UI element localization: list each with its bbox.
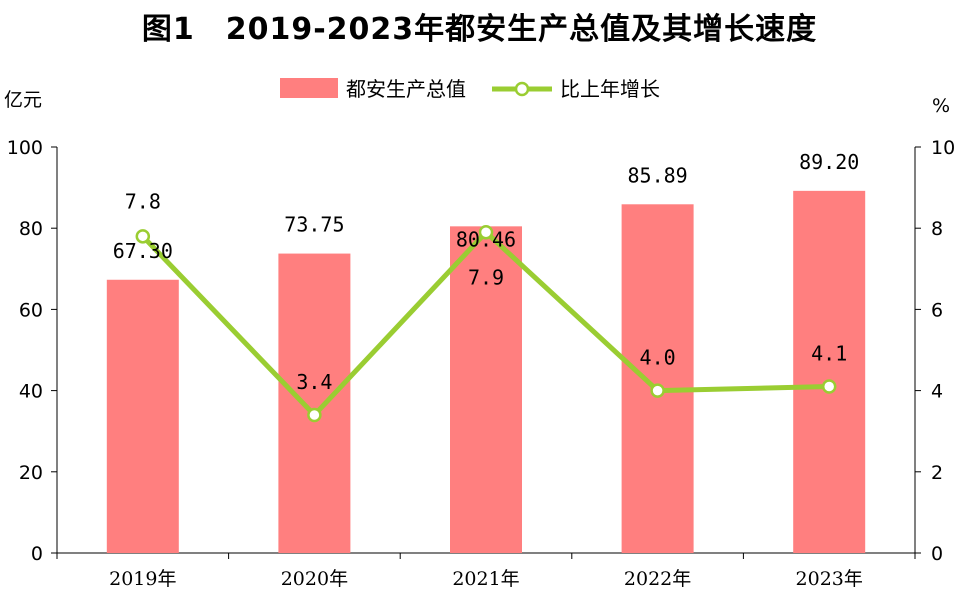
right-axis-unit: % bbox=[932, 95, 950, 117]
axes: 0 20 40 60 80 100 0 2 4 6 8 10 2019年 2020年 2021年 2022年 2… bbox=[7, 137, 955, 590]
left-axis-unit: 亿元 bbox=[4, 89, 42, 111]
data-labels: 67.30 73.75 80.46 85.89 89.20 7.8 3.4 7.9 4.0 4.1 bbox=[113, 150, 860, 394]
legend-bar-label: 都安生产总值 bbox=[346, 77, 466, 101]
bar-value-label: 73.75 bbox=[284, 213, 344, 237]
bar-value-label: 80.46 bbox=[456, 227, 516, 251]
bar bbox=[278, 253, 351, 553]
left-tick-label: 60 bbox=[19, 299, 43, 321]
growth-point bbox=[478, 225, 494, 240]
legend-line-marker bbox=[514, 81, 530, 97]
growth-line bbox=[135, 225, 837, 423]
right-tick-label: 0 bbox=[931, 543, 943, 565]
growth-point bbox=[821, 379, 837, 394]
bar-value-label: 89.20 bbox=[799, 150, 859, 174]
right-tick-label: 2 bbox=[931, 462, 943, 484]
bar bbox=[793, 190, 866, 553]
bar bbox=[621, 204, 694, 553]
left-tick-label: 80 bbox=[19, 218, 43, 240]
left-tick-label: 40 bbox=[19, 381, 43, 403]
legend: 都安生产总值 比上年增长 bbox=[280, 77, 660, 101]
growth-value-label: 4.1 bbox=[811, 342, 847, 366]
x-tick-label: 2021年 bbox=[452, 568, 519, 590]
bar bbox=[106, 279, 179, 553]
growth-value-label: 7.8 bbox=[125, 189, 161, 213]
x-tick-label: 2019年 bbox=[109, 568, 176, 590]
left-tick-label: 20 bbox=[19, 462, 43, 484]
growth-point bbox=[135, 229, 151, 244]
left-tick-label: 0 bbox=[31, 543, 43, 565]
legend-bar-swatch bbox=[280, 78, 338, 98]
right-tick-label: 8 bbox=[931, 218, 943, 240]
right-tick-label: 4 bbox=[931, 381, 943, 403]
left-tick-label: 100 bbox=[7, 137, 43, 159]
x-tick-label: 2022年 bbox=[624, 568, 691, 590]
right-tick-label: 10 bbox=[931, 137, 955, 159]
bar-value-label: 67.30 bbox=[113, 239, 173, 263]
growth-value-label: 7.9 bbox=[468, 265, 504, 289]
growth-point bbox=[650, 383, 665, 398]
bar bbox=[450, 226, 522, 553]
growth-point bbox=[307, 407, 322, 423]
right-tick-label: 6 bbox=[931, 299, 943, 321]
bar-value-label: 85.89 bbox=[627, 163, 687, 187]
chart-title: 图1 2019-2023年都安生产总值及其增长速度 bbox=[141, 12, 818, 47]
bars bbox=[106, 190, 866, 553]
x-tick-label: 2023年 bbox=[796, 568, 863, 590]
legend-line-label: 比上年增长 bbox=[560, 77, 660, 101]
growth-value-label: 4.0 bbox=[640, 346, 676, 370]
growth-value-label: 3.4 bbox=[296, 370, 332, 394]
x-tick-label: 2020年 bbox=[281, 568, 348, 590]
